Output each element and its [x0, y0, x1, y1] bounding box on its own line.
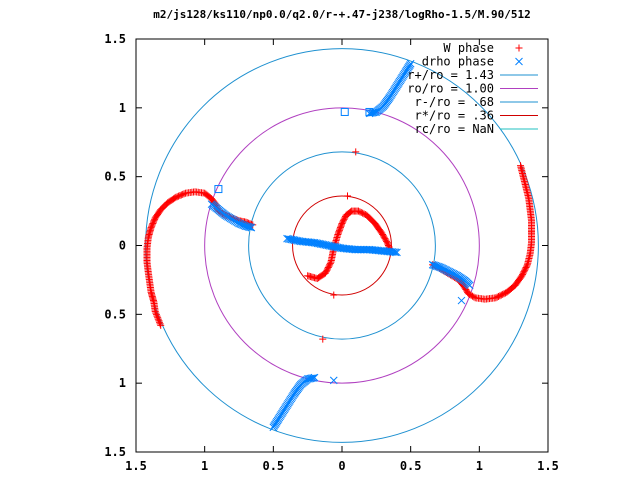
series-0-point — [155, 318, 163, 326]
series-1-point — [309, 374, 318, 382]
legend-marker-1 — [515, 57, 523, 66]
series-1-point — [333, 243, 342, 252]
series-1-point — [313, 239, 322, 248]
series-0-point — [352, 148, 360, 156]
series-2-point — [365, 107, 374, 116]
series-1-point — [465, 281, 474, 290]
series-1-point — [457, 296, 466, 305]
series-1-point — [432, 262, 441, 271]
series-1-point — [324, 241, 333, 250]
series-1-point — [322, 241, 331, 250]
x-tick-label: 1 — [476, 459, 483, 473]
series-1-point — [244, 223, 253, 231]
series-1-point — [283, 234, 291, 243]
legend-label-5: r*/ro = .36 — [415, 109, 494, 123]
legend-label-6: rc/ro = NaN — [415, 122, 494, 136]
series-1-point — [319, 240, 328, 249]
series-0-point — [319, 335, 327, 343]
y-tick-label: 1 — [119, 101, 126, 115]
chart-title: m2/js128/ks110/np0.0/q2.0/r-+.47-j238/lo… — [153, 8, 531, 21]
circle-3 — [204, 107, 480, 384]
series-1-point — [286, 235, 294, 244]
x-tick-label: 0 — [338, 459, 345, 473]
series-1-point — [393, 248, 401, 257]
series-2-point — [214, 185, 223, 194]
series-1-point — [316, 240, 325, 248]
x-tick-label: 1.5 — [125, 459, 147, 473]
y-tick-label: 0.5 — [104, 170, 126, 184]
series-0-point — [155, 317, 163, 325]
series-0-point — [154, 314, 162, 322]
series-1-point — [247, 223, 256, 232]
axis-ticks — [135, 38, 549, 453]
series-1-point — [236, 220, 245, 228]
x-tick-label: 0.5 — [400, 459, 422, 473]
series-1-point — [428, 260, 437, 269]
series-1-point — [318, 240, 327, 249]
series-1-point — [239, 221, 247, 229]
series-0-point — [152, 309, 160, 317]
series-0-point — [180, 190, 188, 198]
series-0-point — [157, 321, 165, 329]
series-1-point — [315, 239, 323, 248]
series-1-point — [328, 242, 337, 251]
y-tick-label: 1 — [119, 376, 126, 390]
legend-marker-0 — [515, 44, 523, 52]
series-0-point — [326, 259, 334, 267]
series-0-point — [493, 293, 501, 301]
legend-label-1: drho phase — [422, 55, 494, 69]
series-0-point — [156, 320, 164, 328]
series-1-point — [235, 219, 243, 228]
series-1-point — [246, 223, 254, 232]
series-1-point — [287, 235, 296, 244]
series-1-point — [391, 248, 400, 257]
series-1-point — [434, 262, 442, 271]
series-1-point — [330, 242, 339, 251]
y-tick-label: 0 — [119, 239, 126, 253]
series-1-point — [329, 376, 338, 385]
series-1-point — [327, 242, 336, 250]
series-0-point — [517, 162, 525, 170]
data-points — [143, 59, 536, 432]
tick-labels: 1.5 1 0.5 0 0.5 1 1.51.510.500.511.5 — [104, 32, 559, 473]
x-tick-label: 1.5 — [537, 459, 559, 473]
x-tick-label: 0.5 — [262, 459, 284, 473]
legend-label-4: r-/ro = .68 — [415, 95, 494, 109]
series-1-point — [435, 263, 444, 271]
legend-label-3: ro/ro = 1.00 — [407, 82, 494, 96]
series-1-point — [390, 248, 398, 256]
series-0-point — [330, 291, 338, 299]
series-1-point — [310, 373, 319, 382]
series-1-point — [325, 241, 334, 250]
legend-label-0: W phase — [443, 41, 494, 55]
series-2-point — [340, 107, 349, 116]
y-tick-label: 1.5 — [104, 445, 126, 459]
series-1-point — [431, 261, 440, 270]
series-0-point — [151, 308, 159, 316]
series-1-point — [310, 238, 319, 247]
series-1-point — [307, 374, 316, 383]
series-1-point — [289, 235, 298, 244]
series-1-point — [321, 241, 330, 249]
legend-label-2: r+/ro = 1.43 — [407, 68, 494, 82]
y-tick-label: 1.5 — [104, 32, 126, 46]
series-1-point — [290, 236, 299, 244]
circle-4 — [248, 151, 436, 340]
y-tick-label: 0.5 — [104, 307, 126, 321]
series-1-point — [312, 239, 320, 247]
series-1-point — [292, 236, 301, 245]
series-0-point — [152, 311, 160, 319]
series-1-point — [284, 235, 293, 243]
series-0-point — [343, 192, 351, 200]
series-0-point — [154, 315, 162, 323]
series-1-point — [237, 220, 246, 229]
series-1-point — [332, 243, 340, 251]
x-tick-label: 1 — [201, 459, 208, 473]
series-0-point — [153, 312, 161, 320]
series-1-point — [430, 261, 438, 270]
